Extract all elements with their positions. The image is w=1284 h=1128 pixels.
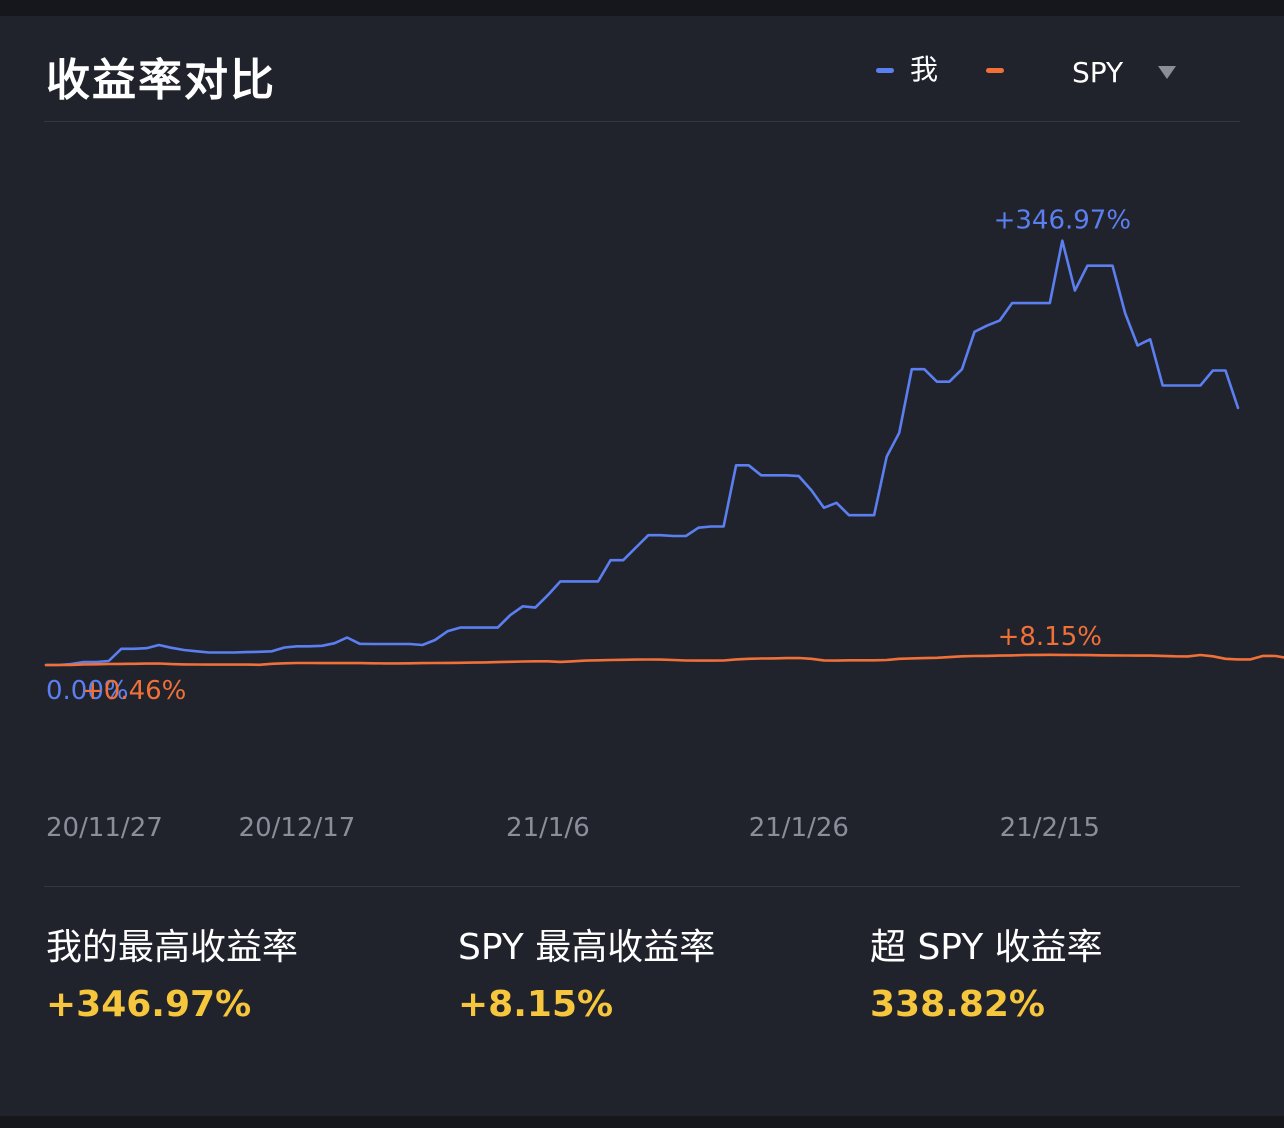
legend-me-label: 我 [910, 53, 939, 86]
data-label: +0.46% [82, 676, 186, 706]
series-line-me [44, 239, 1240, 667]
compare-select-value: SPY [1072, 56, 1124, 89]
legend-spy-swatch [986, 68, 1004, 73]
legend-me-swatch [876, 68, 894, 73]
returns-line-chart: 20/11/27 20/12/17 21/1/6 21/1/26 21/2/15 +346… [44, 206, 1284, 843]
data-label: +346.97% [994, 206, 1131, 236]
returns-comparison-card: 收益率对比 我 SPY 20/11/27 20/12/17 21/1/6 21/1/2… [0, 16, 1284, 1116]
excess-return-label: 超 SPY 收益率 [870, 927, 1103, 968]
my-max-return-value: +346.97% [46, 984, 252, 1025]
data-label: +8.15% [998, 622, 1102, 652]
footer-divider [44, 886, 1240, 887]
series-line-spy [44, 653, 1284, 667]
chevron-down-icon [1158, 66, 1176, 79]
x-tick-label: 20/11/27 [46, 813, 163, 843]
excess-return-value: 338.82% [870, 984, 1045, 1025]
x-tick-label: 21/1/6 [506, 813, 590, 843]
spy-max-return-value: +8.15% [458, 984, 614, 1025]
card-title: 收益率对比 [46, 55, 276, 106]
header-divider [44, 121, 1240, 122]
x-tick-label: 21/1/26 [749, 813, 849, 843]
compare-select[interactable]: SPY [1064, 46, 1194, 96]
x-tick-label: 20/12/17 [239, 813, 356, 843]
data-label: 0.00% [46, 676, 129, 706]
spy-max-return-label: SPY 最高收益率 [458, 927, 716, 968]
my-max-return-label: 我的最高收益率 [46, 927, 299, 968]
x-tick-label: 21/2/15 [1000, 813, 1100, 843]
